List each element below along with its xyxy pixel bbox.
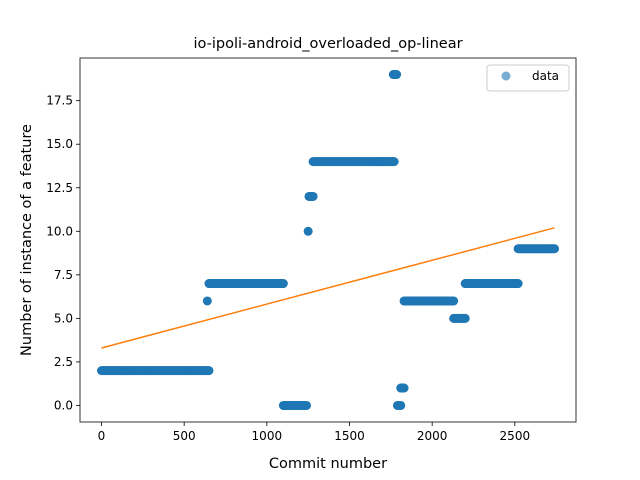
- plot-area: [96, 70, 560, 410]
- data-point: [389, 157, 399, 167]
- y-tick-label: 10.0: [46, 224, 73, 238]
- x-axis-ticks: 0 500 1000 1500 2000 2500: [98, 422, 530, 443]
- data-point: [460, 313, 470, 323]
- y-tick-label: 17.5: [46, 94, 73, 108]
- data-point: [204, 366, 214, 376]
- fit-line: [101, 227, 555, 349]
- y-tick-label: 5.0: [54, 311, 73, 325]
- data-point: [302, 400, 312, 410]
- data-point: [303, 226, 313, 236]
- legend-label-data: data: [532, 69, 559, 83]
- y-axis-label: Number of instance of a feature: [19, 124, 35, 356]
- data-point: [396, 400, 406, 410]
- x-tick-label: 1000: [252, 429, 283, 443]
- chart-title: io-ipoli-android_overloaded_op-linear: [193, 36, 462, 52]
- data-point: [399, 383, 409, 393]
- data-point: [308, 191, 318, 201]
- legend-box: [486, 64, 570, 92]
- y-tick-label: 7.5: [54, 268, 73, 282]
- y-axis-ticks: 0.0 2.5 5.0 7.5 10.0 12.5 15.0 17.5: [46, 94, 80, 412]
- data-point: [513, 279, 523, 289]
- x-tick-label: 1500: [334, 429, 365, 443]
- x-tick-label: 500: [173, 429, 196, 443]
- y-tick-label: 15.0: [46, 137, 73, 151]
- y-tick-label: 0.0: [54, 398, 73, 412]
- x-axis-label: Commit number: [269, 456, 387, 472]
- data-point: [449, 296, 459, 306]
- x-tick-label: 0: [98, 429, 106, 443]
- data-point: [278, 279, 288, 289]
- axes-frame: [79, 57, 577, 423]
- legend-marker-data: [501, 71, 511, 81]
- scatter-points: [96, 70, 560, 410]
- fit-layer: [101, 227, 555, 349]
- data-point: [202, 296, 212, 306]
- data-point: [550, 244, 560, 254]
- y-tick-label: 12.5: [46, 181, 73, 195]
- y-tick-label: 2.5: [54, 355, 73, 369]
- x-tick-label: 2500: [500, 429, 531, 443]
- data-point: [392, 70, 402, 80]
- x-tick-label: 2000: [417, 429, 448, 443]
- legend: data: [486, 64, 570, 92]
